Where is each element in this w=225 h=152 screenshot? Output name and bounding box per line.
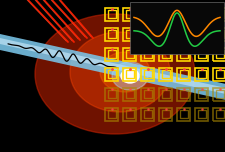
Bar <box>195 28 208 40</box>
Bar <box>195 107 208 121</box>
Bar <box>108 70 115 78</box>
Bar <box>195 67 208 81</box>
Bar <box>177 67 190 81</box>
Bar <box>179 70 187 78</box>
Bar <box>197 10 205 18</box>
Bar <box>105 88 118 100</box>
Bar <box>161 90 169 98</box>
Bar <box>105 107 118 121</box>
Bar <box>159 7 172 21</box>
Ellipse shape <box>120 69 138 83</box>
Bar <box>159 67 172 81</box>
Bar <box>108 50 115 58</box>
Bar <box>179 10 187 18</box>
Bar <box>159 88 172 100</box>
Bar <box>177 28 190 40</box>
Bar <box>179 30 187 38</box>
Polygon shape <box>0 38 225 94</box>
Bar <box>105 67 118 81</box>
Bar <box>141 67 154 81</box>
Bar <box>197 90 205 98</box>
Bar <box>197 50 205 58</box>
Bar <box>141 47 154 60</box>
Bar <box>179 90 187 98</box>
Bar <box>195 7 208 21</box>
Bar <box>126 30 133 38</box>
Ellipse shape <box>35 14 194 134</box>
Bar <box>195 88 208 100</box>
Bar <box>143 110 151 118</box>
Bar <box>159 47 172 60</box>
Bar <box>215 90 223 98</box>
Polygon shape <box>0 34 225 100</box>
Bar <box>159 28 172 40</box>
Bar <box>126 70 133 78</box>
Bar <box>215 30 223 38</box>
Bar <box>123 47 136 60</box>
Bar <box>179 110 187 118</box>
Bar <box>123 88 136 100</box>
Bar <box>215 110 223 118</box>
Bar <box>143 70 151 78</box>
Bar <box>161 110 169 118</box>
Bar <box>123 107 136 121</box>
Bar <box>161 50 169 58</box>
Bar <box>105 7 118 21</box>
Bar <box>177 107 190 121</box>
Bar <box>213 7 225 21</box>
Bar <box>141 28 154 40</box>
Bar <box>213 107 225 121</box>
Bar <box>215 70 223 78</box>
Ellipse shape <box>99 52 149 92</box>
Bar <box>215 50 223 58</box>
Bar <box>141 88 154 100</box>
Bar <box>159 107 172 121</box>
Bar <box>213 67 225 81</box>
Bar <box>105 28 118 40</box>
Bar <box>123 67 136 81</box>
Bar <box>213 88 225 100</box>
Bar <box>213 47 225 60</box>
Bar <box>108 110 115 118</box>
Bar <box>197 70 205 78</box>
Bar <box>143 50 151 58</box>
Bar <box>123 28 136 40</box>
Bar <box>197 110 205 118</box>
Bar <box>105 47 118 60</box>
Bar <box>177 88 190 100</box>
Bar <box>126 110 133 118</box>
Bar <box>108 30 115 38</box>
Bar <box>141 7 154 21</box>
Bar <box>215 10 223 18</box>
Bar <box>126 10 133 18</box>
Bar <box>143 90 151 98</box>
Bar <box>141 107 154 121</box>
Bar <box>195 47 208 60</box>
Ellipse shape <box>112 62 147 90</box>
Bar <box>126 50 133 58</box>
Ellipse shape <box>70 32 169 112</box>
Bar <box>161 70 169 78</box>
Bar <box>129 2 223 54</box>
Bar <box>161 30 169 38</box>
Bar <box>126 90 133 98</box>
Bar <box>177 7 190 21</box>
Bar <box>213 28 225 40</box>
Bar <box>108 90 115 98</box>
Bar <box>143 10 151 18</box>
Bar <box>161 10 169 18</box>
Bar <box>123 7 136 21</box>
Bar <box>177 47 190 60</box>
Bar <box>197 30 205 38</box>
Bar <box>143 30 151 38</box>
Bar <box>108 10 115 18</box>
Bar <box>179 50 187 58</box>
